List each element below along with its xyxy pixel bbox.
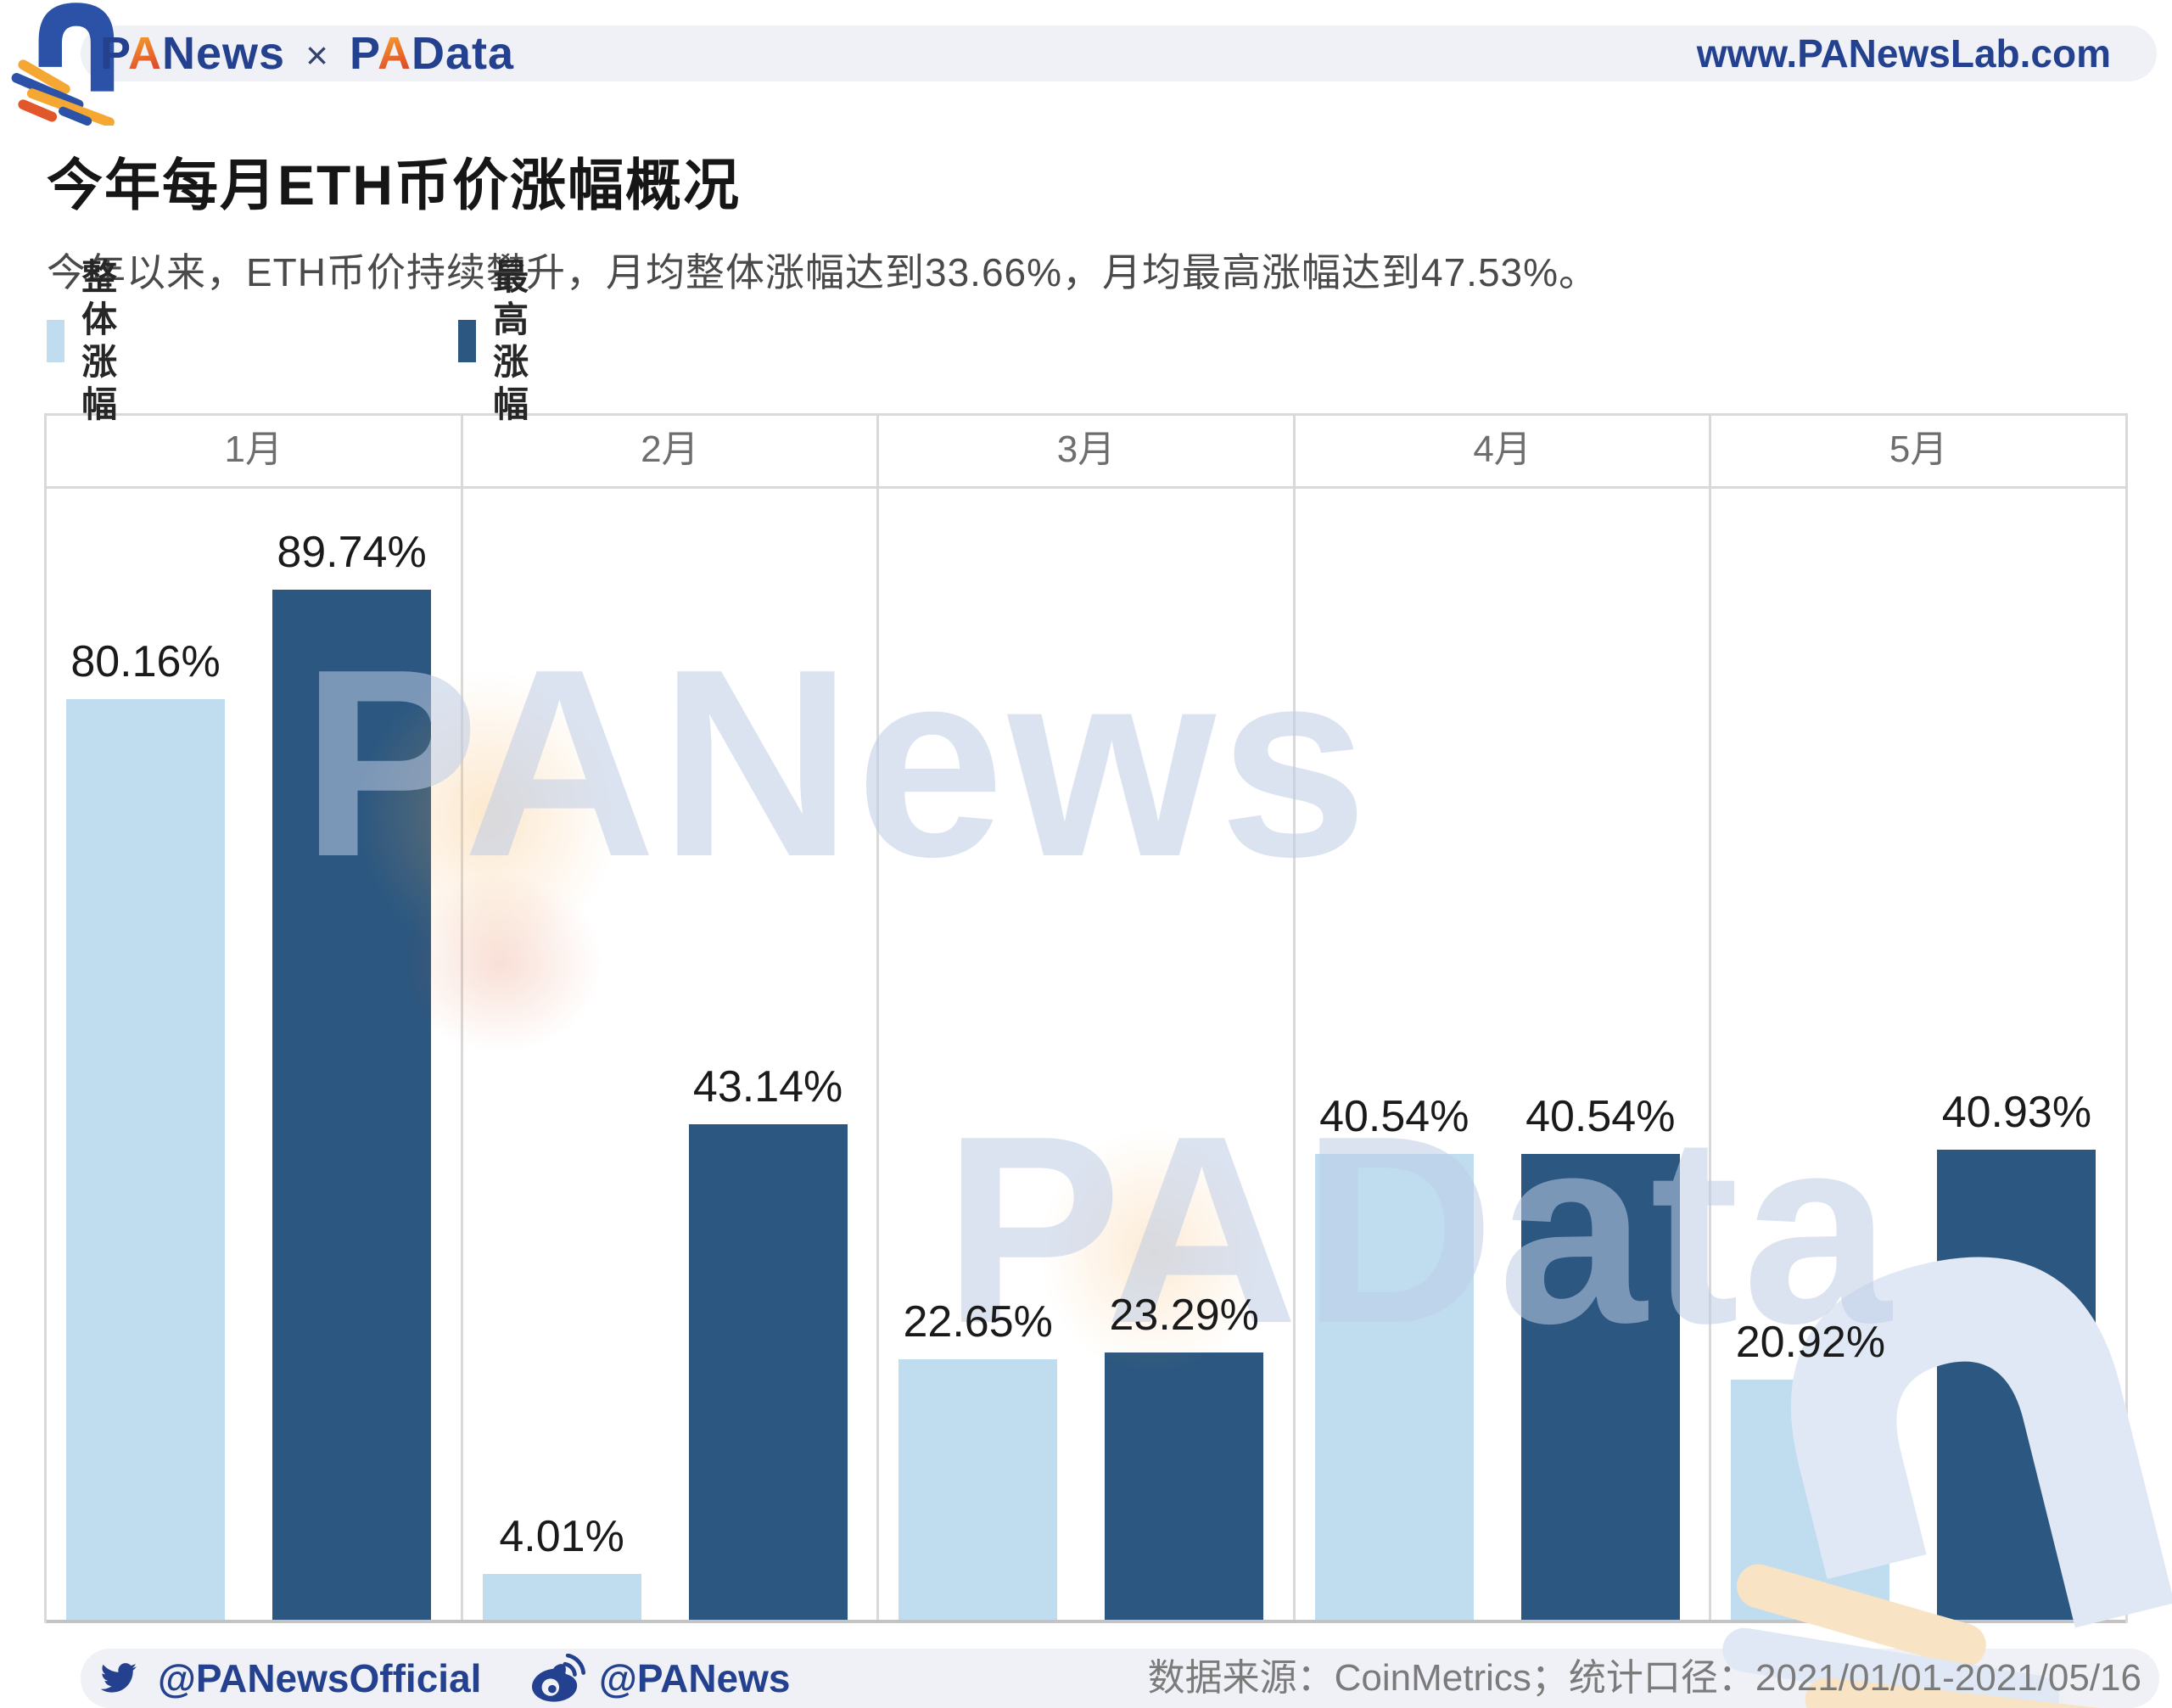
website-url[interactable]: www.PANewsLab.com — [1696, 31, 2111, 76]
legend-swatch-overall — [47, 320, 65, 362]
page-subtitle: 今年以来，ETH币价持续攀升，月均整体涨幅达到33.66%，月均最高涨幅达到47… — [47, 250, 1599, 294]
month-column-4: 40.54% 40.54% — [1296, 489, 1712, 1620]
weibo-handle[interactable]: @PANews — [599, 1656, 791, 1700]
month-header-row: 1月 2月 3月 4月 5月 — [47, 416, 2125, 489]
legend-label-highest: 最高涨幅 — [493, 257, 529, 424]
legend-swatch-highest — [458, 320, 477, 362]
brand-lockup: PANews × PAData — [100, 25, 514, 81]
bar-chart: 1月 2月 3月 4月 5月 80.16% 89.74% 4.01% 43.14% 22.65%… — [44, 413, 2128, 1623]
data-source-note: 数据来源：CoinMetrics；统计口径：2021/01/01-2021/05… — [1147, 1657, 2141, 1699]
bar-highest-gain — [1105, 1352, 1264, 1620]
bar-value-label: 40.54% — [1319, 1092, 1469, 1141]
month-column-5: 20.92% 40.93% — [1711, 489, 2125, 1620]
bar-highest-gain — [688, 1124, 848, 1620]
month-header-5: 5月 — [1889, 428, 1948, 470]
brand-padata: PAData — [349, 28, 515, 79]
bar-highest-gain — [1937, 1150, 2096, 1620]
bar-overall-gain — [898, 1359, 1058, 1620]
bar-value-label: 4.01% — [499, 1512, 624, 1561]
bar-value-label: 40.54% — [1525, 1092, 1676, 1141]
header-band — [81, 25, 2157, 81]
legend-label-overall: 整体涨幅 — [81, 257, 118, 424]
bar-overall-gain — [482, 1574, 641, 1620]
bar-overall-gain — [66, 699, 225, 1620]
month-header-2: 2月 — [463, 416, 880, 486]
brand-separator: × — [305, 33, 329, 77]
brand-accent-letter: A — [377, 28, 411, 79]
month-header-1: 1月 — [47, 416, 463, 486]
month-header-4: 4月 — [1296, 416, 1712, 486]
month-column-1: 80.16% 89.74% — [47, 489, 463, 1620]
legend-item-overall: 整体涨幅 — [47, 257, 142, 424]
bar-value-label: 23.29% — [1109, 1291, 1259, 1340]
bar-value-label: 20.92% — [1735, 1318, 1886, 1367]
brand-panews: PANews — [100, 28, 286, 79]
bar-overall-gain — [1314, 1154, 1474, 1620]
bar-value-label: 40.93% — [1941, 1088, 2092, 1137]
weibo-icon[interactable] — [528, 1654, 587, 1705]
month-header-3: 3月 — [879, 416, 1296, 486]
twitter-icon[interactable] — [95, 1659, 141, 1698]
page-title: 今年每月ETH币价涨幅概况 — [47, 154, 741, 216]
month-column-2: 4.01% 43.14% — [463, 489, 880, 1620]
bar-highest-gain — [1520, 1154, 1680, 1620]
bar-value-label: 43.14% — [692, 1062, 843, 1112]
plot-area: 80.16% 89.74% 4.01% 43.14% 22.65% 23.29% 40.54… — [47, 489, 2125, 1623]
legend-item-highest: 最高涨幅 — [458, 257, 553, 424]
brand-accent-letter: A — [128, 28, 163, 79]
bar-overall-gain — [1731, 1380, 1890, 1620]
twitter-handle[interactable]: @PANewsOfficial — [158, 1656, 482, 1700]
bar-value-label: 22.65% — [903, 1297, 1053, 1347]
panews-logo-icon — [11, 3, 115, 126]
bar-value-label: 80.16% — [70, 637, 221, 686]
month-column-3: 22.65% 23.29% — [879, 489, 1296, 1620]
bar-highest-gain — [272, 590, 431, 1620]
bar-value-label: 89.74% — [277, 528, 427, 577]
